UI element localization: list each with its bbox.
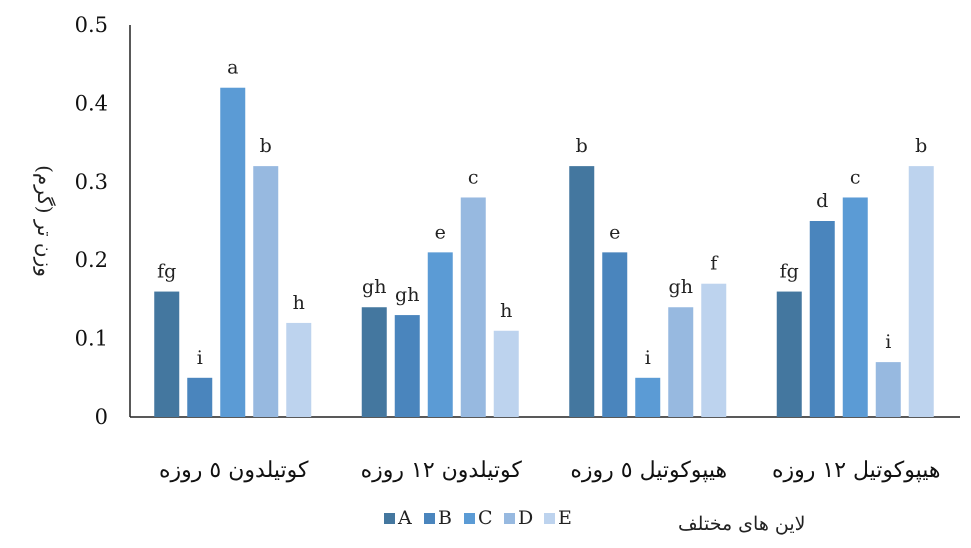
bar-B-4 bbox=[809, 221, 835, 417]
legend: لاین های مختلف A B C D E bbox=[384, 507, 805, 535]
y-axis-ticks: 0 0.1 0.2 0.3 0.4 0.5 bbox=[75, 13, 108, 429]
legend-swatch-A bbox=[384, 513, 395, 524]
legend-swatch-C bbox=[464, 513, 475, 524]
y-tick-label: 0.4 bbox=[75, 91, 108, 115]
significance-label: fg bbox=[157, 261, 176, 283]
significance-label: f bbox=[710, 253, 719, 275]
legend-swatch-D bbox=[504, 513, 515, 524]
x-category-label: هیپوکوتیل ١٢ روزه bbox=[772, 458, 941, 483]
y-tick-label: 0.3 bbox=[75, 170, 108, 194]
significance-label: a bbox=[227, 57, 238, 79]
significance-label: c bbox=[850, 166, 861, 188]
bar-series-group bbox=[154, 87, 934, 417]
bar-C-4 bbox=[842, 197, 868, 417]
legend-label-D: D bbox=[518, 507, 533, 529]
significance-label: i bbox=[197, 347, 203, 369]
bar-A-3 bbox=[569, 166, 595, 417]
legend-swatch-E bbox=[544, 513, 555, 524]
x-category-label: کوتیلدون ١٢ روزه bbox=[361, 458, 523, 483]
significance-label: i bbox=[645, 347, 651, 369]
bar-E-1 bbox=[286, 322, 312, 417]
bar-A-2 bbox=[361, 307, 387, 417]
bar-B-3 bbox=[602, 252, 628, 417]
significance-label: fg bbox=[780, 261, 799, 283]
bar-E-4 bbox=[908, 166, 934, 417]
bar-D-4 bbox=[875, 362, 901, 417]
legend-label-E: E bbox=[558, 507, 572, 529]
legend-swatch-B bbox=[424, 513, 435, 524]
significance-label: gh bbox=[395, 284, 419, 306]
legend-title: لاین های مختلف bbox=[678, 513, 805, 535]
significance-label: e bbox=[609, 221, 620, 243]
significance-label: h bbox=[500, 300, 512, 322]
y-tick-label: 0 bbox=[95, 405, 108, 429]
significance-label: gh bbox=[362, 276, 386, 298]
bar-B-2 bbox=[394, 315, 420, 417]
bar-A-1 bbox=[154, 291, 180, 417]
y-tick-label: 0.2 bbox=[75, 248, 108, 272]
x-category-label: کوتیلدون ٥ روزه bbox=[159, 458, 309, 483]
legend-label-B: B bbox=[438, 507, 452, 529]
significance-label: b bbox=[915, 135, 927, 157]
bar-D-2 bbox=[460, 197, 486, 417]
bar-E-3 bbox=[701, 283, 727, 417]
legend-label-C: C bbox=[478, 507, 493, 529]
bar-E-2 bbox=[493, 330, 519, 417]
legend-label-A: A bbox=[397, 507, 412, 529]
bar-C-3 bbox=[635, 377, 661, 417]
significance-label: d bbox=[816, 190, 828, 212]
bar-C-1 bbox=[220, 87, 246, 417]
significance-label: h bbox=[293, 292, 305, 314]
significance-label: b bbox=[576, 135, 588, 157]
y-axis-label: وزن تر (گرم) bbox=[33, 165, 57, 277]
bar-D-1 bbox=[253, 166, 279, 417]
x-category-label: هیپوکوتیل ٥ روزه bbox=[570, 458, 727, 483]
significance-label: i bbox=[885, 331, 891, 353]
y-tick-label: 0.1 bbox=[75, 327, 108, 351]
bar-D-3 bbox=[668, 307, 694, 417]
y-tick-label: 0.5 bbox=[75, 13, 108, 37]
significance-label: b bbox=[260, 135, 272, 157]
x-axis-category-labels: کوتیلدون ٥ روزه کوتیلدون ١٢ روزه هیپوکوتیل… bbox=[159, 458, 941, 483]
bar-B-1 bbox=[187, 377, 213, 417]
significance-label: gh bbox=[669, 276, 693, 298]
bar-C-2 bbox=[427, 252, 453, 417]
bar-A-4 bbox=[776, 291, 802, 417]
significance-label: e bbox=[435, 221, 446, 243]
significance-label: c bbox=[468, 166, 479, 188]
